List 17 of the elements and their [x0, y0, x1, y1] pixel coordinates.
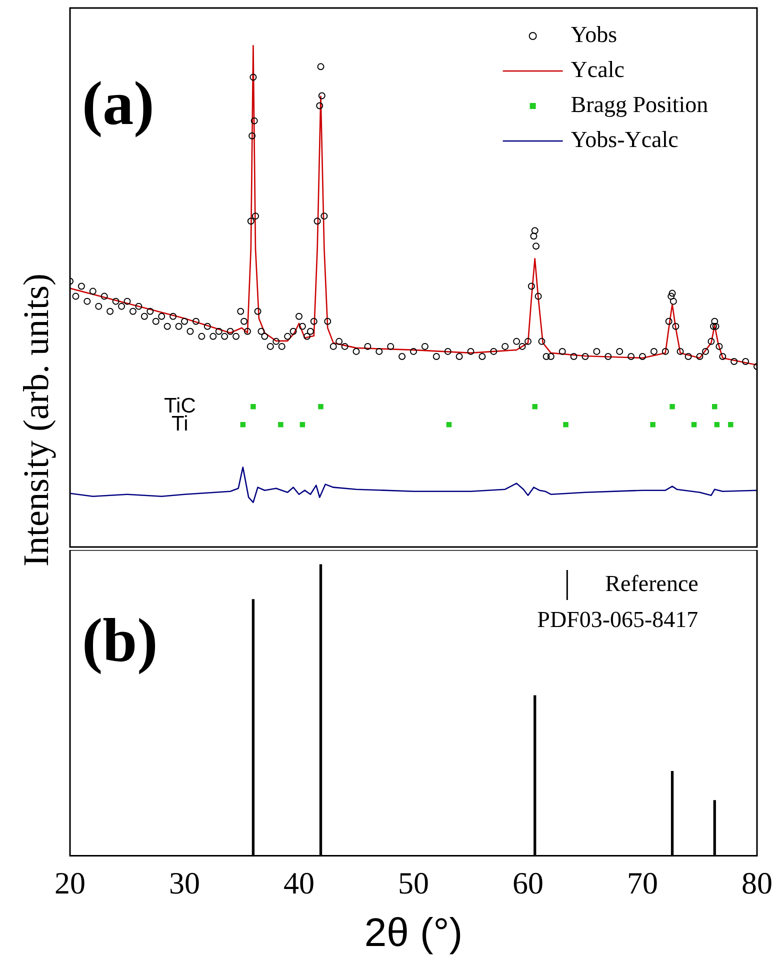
- legend-label: Yobs: [570, 22, 618, 48]
- x-tick-label: 50: [398, 866, 429, 901]
- x-axis-title: 2θ (°): [364, 911, 463, 956]
- x-tick-label: 20: [54, 866, 86, 901]
- x-tick-label: 40: [284, 866, 314, 901]
- legend-label: Bragg Position: [570, 92, 709, 118]
- annotation: (b): [82, 607, 158, 676]
- annotation: (a): [82, 70, 154, 138]
- annotation: Ti: [172, 412, 188, 436]
- x-tick-label: 30: [169, 866, 200, 901]
- y-axis-title: Intensity (arb. units): [15, 274, 57, 566]
- x-tick-label: 70: [627, 866, 658, 901]
- x-tick-label: 80: [742, 866, 772, 901]
- legend-label: Yobs-Ycalc: [570, 127, 678, 152]
- legend-label: Reference PDF03-065-8417: [537, 571, 698, 632]
- x-tick-label: 60: [512, 866, 544, 901]
- legend-label: Ycalc: [570, 57, 624, 82]
